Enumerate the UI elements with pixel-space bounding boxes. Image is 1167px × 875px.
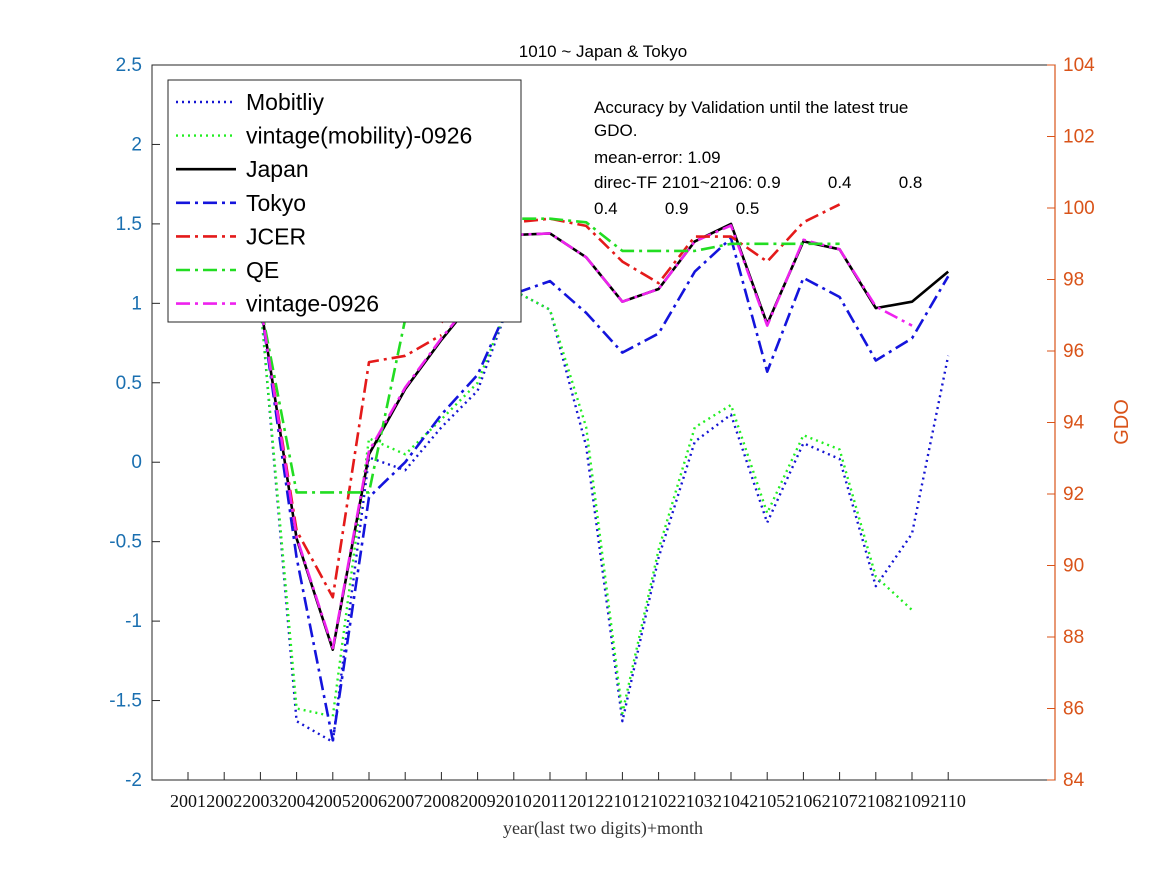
right-tick-label: 104 bbox=[1063, 55, 1095, 76]
legend-label: QE bbox=[246, 257, 279, 283]
left-tick-label: -0.5 bbox=[109, 532, 142, 553]
left-tick-label: -2 bbox=[125, 770, 142, 791]
right-tick-label: 86 bbox=[1063, 699, 1084, 720]
series-line-qe bbox=[259, 303, 407, 494]
right-axis-label: GDO bbox=[1111, 399, 1133, 445]
legend-label: vintage(mobility)-0926 bbox=[246, 123, 472, 149]
left-tick-label: 2 bbox=[131, 134, 142, 155]
x-tick-label: 2009 bbox=[460, 791, 496, 811]
legend-label: JCER bbox=[246, 223, 306, 249]
right-tick-label: 102 bbox=[1063, 127, 1095, 148]
series-line-mobitliy bbox=[259, 289, 950, 744]
x-tick-label: 2102 bbox=[641, 791, 677, 811]
x-tick-label: 2004 bbox=[279, 791, 315, 811]
left-tick-label: -1 bbox=[125, 611, 142, 632]
annotation-line: Accuracy by Validation until the latest … bbox=[594, 98, 908, 117]
x-tick-label: 2005 bbox=[315, 791, 351, 811]
x-tick-label: 2107 bbox=[822, 791, 858, 811]
annotation-line: mean-error: 1.09 bbox=[594, 148, 721, 167]
x-axis-label: year(last two digits)+month bbox=[503, 818, 703, 839]
right-tick-label: 96 bbox=[1063, 341, 1084, 362]
x-tick-label: 2011 bbox=[532, 791, 567, 811]
annotation-line: 0.4 0.9 0.5 bbox=[594, 199, 759, 218]
series-line-vintage-mobility-0926 bbox=[259, 289, 913, 718]
series-line-vintage-0926 bbox=[259, 224, 913, 650]
left-tick-label: 2.5 bbox=[116, 55, 142, 76]
right-tick-label: 84 bbox=[1063, 770, 1085, 791]
left-tick-label: -1.5 bbox=[109, 691, 142, 712]
x-tick-label: 2010 bbox=[496, 791, 532, 811]
annotation-line: direc-TF 2101~2106: 0.9 0.4 0.8 bbox=[594, 173, 922, 192]
x-tick-label: 2109 bbox=[894, 791, 930, 811]
legend-label: Japan bbox=[246, 156, 309, 182]
x-tick-label: 2103 bbox=[677, 791, 713, 811]
x-tick-label: 2007 bbox=[387, 791, 423, 811]
right-tick-label: 94 bbox=[1063, 413, 1085, 434]
right-tick-label: 92 bbox=[1063, 484, 1084, 505]
annotation-line: GDO. bbox=[594, 121, 637, 140]
legend-label: Mobitliy bbox=[246, 89, 324, 115]
series-line-tokyo bbox=[259, 236, 950, 742]
left-tick-label: 0.5 bbox=[116, 373, 142, 394]
left-tick-label: 1 bbox=[131, 293, 142, 314]
right-tick-label: 100 bbox=[1063, 198, 1095, 219]
legend-box bbox=[167, 79, 522, 323]
x-tick-label: 2106 bbox=[785, 791, 821, 811]
x-tick-label: 2003 bbox=[242, 791, 278, 811]
right-tick-label: 90 bbox=[1063, 556, 1084, 577]
x-tick-label: 2110 bbox=[931, 791, 966, 811]
axes-layer: -2 -1.5 -1 -0.5 0 0.5 1 1.5 2 2.5 84 86 88 90 92 94 96 98… bbox=[109, 55, 1095, 811]
right-tick-label: 88 bbox=[1063, 627, 1084, 648]
chart-title: 1010 ~ Japan & Tokyo bbox=[519, 42, 687, 61]
legend-label: Tokyo bbox=[246, 190, 306, 216]
right-tick-label: 98 bbox=[1063, 270, 1084, 291]
legend: Mobitliy vintage(mobility)-0926 Japan Tokyo… bbox=[167, 79, 522, 323]
x-tick-label: 2012 bbox=[568, 791, 604, 811]
left-tick-label: 0 bbox=[131, 452, 142, 473]
x-tick-label: 2108 bbox=[858, 791, 894, 811]
legend-label: vintage-0926 bbox=[246, 291, 379, 317]
x-tick-label: 2101 bbox=[604, 791, 640, 811]
x-tick-label: 2105 bbox=[749, 791, 785, 811]
left-tick-label: 1.5 bbox=[116, 214, 142, 235]
x-tick-label: 2104 bbox=[713, 791, 749, 811]
x-tick-label: 2002 bbox=[206, 791, 242, 811]
x-tick-label: 2006 bbox=[351, 791, 387, 811]
x-tick-label: 2001 bbox=[170, 791, 206, 811]
annotation: Accuracy by Validation until the latest … bbox=[594, 98, 922, 218]
x-tick-label: 2008 bbox=[423, 791, 459, 811]
